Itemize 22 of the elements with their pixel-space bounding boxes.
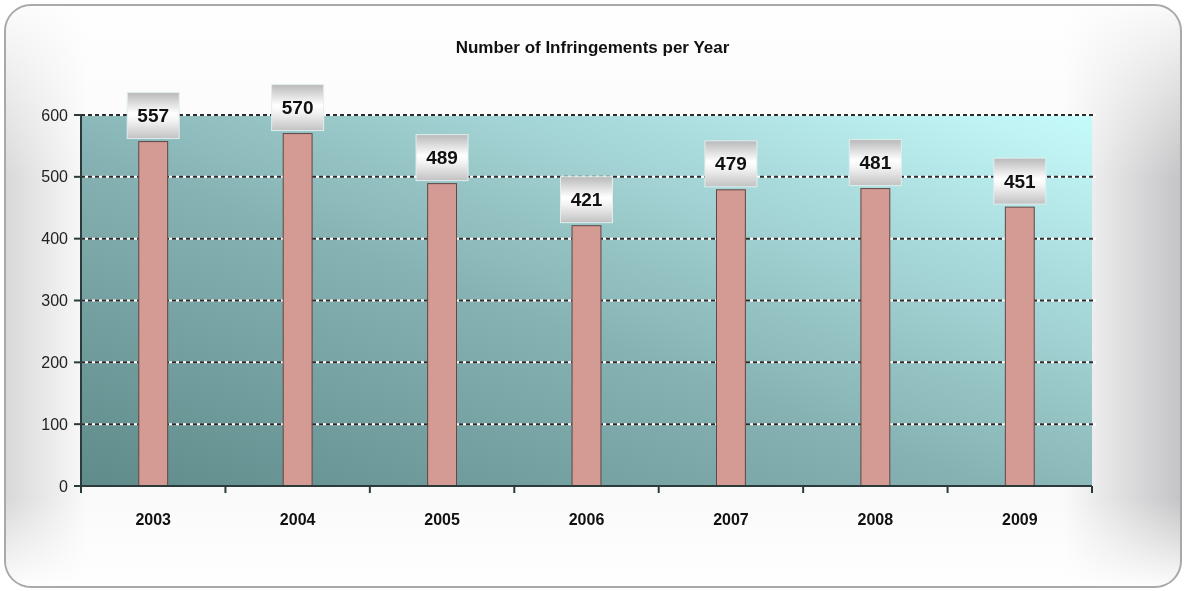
y-tick-label: 500	[41, 168, 69, 186]
data-label: 489	[426, 147, 458, 169]
data-label: 451	[1003, 170, 1037, 192]
y-tick-label: 400	[41, 230, 69, 248]
x-tick-label: 2008	[857, 510, 894, 528]
y-tick-label: 300	[41, 292, 69, 309]
x-tick-label: 2003	[135, 510, 172, 528]
y-tick-label: 100	[41, 415, 69, 433]
x-tick-label: 2004	[279, 510, 316, 528]
y-tick-label: 600	[41, 106, 69, 124]
data-label: 479	[715, 153, 747, 175]
x-tick-label: 2005	[424, 510, 460, 528]
chart-title: Number of Infringements per Year	[455, 37, 730, 57]
x-tick-label: 2009	[1001, 510, 1038, 528]
data-label: 557	[137, 105, 170, 127]
x-tick-label: 2006	[568, 510, 605, 528]
data-label: 481	[859, 152, 892, 174]
y-tick-label: 0	[59, 477, 69, 495]
data-label: 421	[570, 189, 603, 211]
y-tick-label: 200	[41, 353, 69, 371]
x-tick-label: 2007	[713, 510, 749, 528]
data-label: 570	[281, 97, 314, 119]
